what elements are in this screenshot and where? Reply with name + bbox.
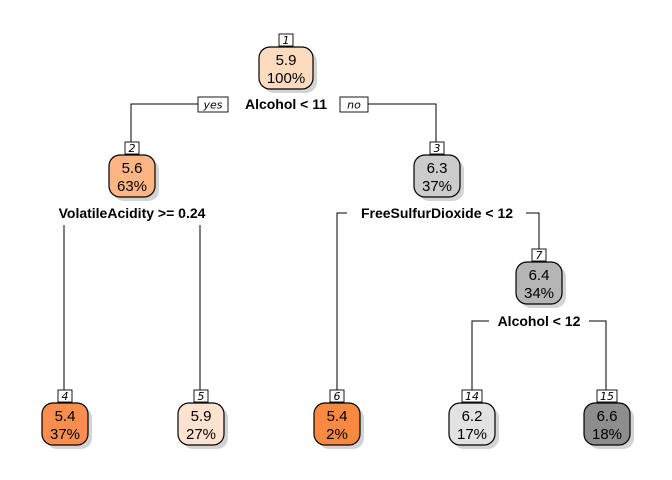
tree-node-4: 4 5.4 37%: [41, 389, 92, 449]
edge-3-6: [336, 212, 347, 400]
svg-text:27%: 27%: [186, 426, 216, 443]
svg-text:34%: 34%: [524, 285, 554, 302]
svg-text:6.4: 6.4: [529, 267, 550, 284]
svg-text:7: 7: [536, 249, 543, 262]
svg-text:6: 6: [334, 390, 341, 403]
svg-text:5.9: 5.9: [191, 408, 212, 425]
svg-text:1: 1: [283, 34, 290, 47]
split-label-node-7: Alcohol < 12: [498, 313, 581, 329]
edge-1-3: [368, 103, 437, 152]
tree-node-6: 6 5.4 2%: [313, 389, 364, 449]
split-label-node-2: VolatileAcidity >= 0.24: [59, 205, 206, 221]
svg-text:2: 2: [129, 142, 136, 155]
tree-node-5: 5 5.9 27%: [177, 389, 228, 449]
tree-node-14: 14 6.2 17%: [448, 389, 499, 449]
tree-node-7: 7 6.4 34%: [515, 248, 566, 308]
svg-text:5.4: 5.4: [55, 408, 76, 425]
svg-text:63%: 63%: [117, 178, 147, 195]
svg-text:37%: 37%: [422, 178, 452, 195]
tree-node-15: 15 6.6 18%: [583, 389, 634, 449]
split-label-node-1: Alcohol < 11: [245, 96, 327, 112]
yes-label: yes: [197, 96, 229, 113]
svg-text:5.4: 5.4: [327, 408, 348, 425]
svg-text:14: 14: [465, 390, 479, 403]
svg-text:no: no: [347, 99, 361, 112]
edge-1-2: [130, 103, 198, 152]
svg-text:yes: yes: [202, 99, 222, 112]
svg-text:6.2: 6.2: [462, 408, 483, 425]
tree-node-2: 2 5.6 63%: [108, 141, 159, 201]
tree-node-1: 1 5.9 100%: [258, 33, 317, 93]
tree-node-3: 3 6.3 37%: [413, 141, 464, 201]
svg-text:5.9: 5.9: [276, 52, 297, 69]
svg-text:5.6: 5.6: [122, 160, 143, 177]
svg-text:6.6: 6.6: [597, 408, 618, 425]
svg-text:6.3: 6.3: [427, 160, 448, 177]
no-label: no: [339, 96, 369, 113]
svg-text:4: 4: [62, 390, 69, 403]
edge-7-15: [589, 320, 607, 400]
edge-3-7: [526, 212, 540, 258]
svg-text:17%: 17%: [457, 426, 487, 443]
svg-text:2%: 2%: [326, 426, 348, 443]
svg-text:18%: 18%: [592, 426, 622, 443]
edge-7-14: [471, 320, 489, 400]
split-label-node-3: FreeSulfurDioxide < 12: [361, 205, 513, 221]
svg-text:5: 5: [198, 390, 205, 403]
svg-text:37%: 37%: [50, 426, 80, 443]
svg-text:100%: 100%: [267, 70, 305, 87]
svg-text:15: 15: [600, 390, 614, 403]
svg-text:3: 3: [434, 142, 441, 155]
tree-edges: [63, 103, 607, 400]
